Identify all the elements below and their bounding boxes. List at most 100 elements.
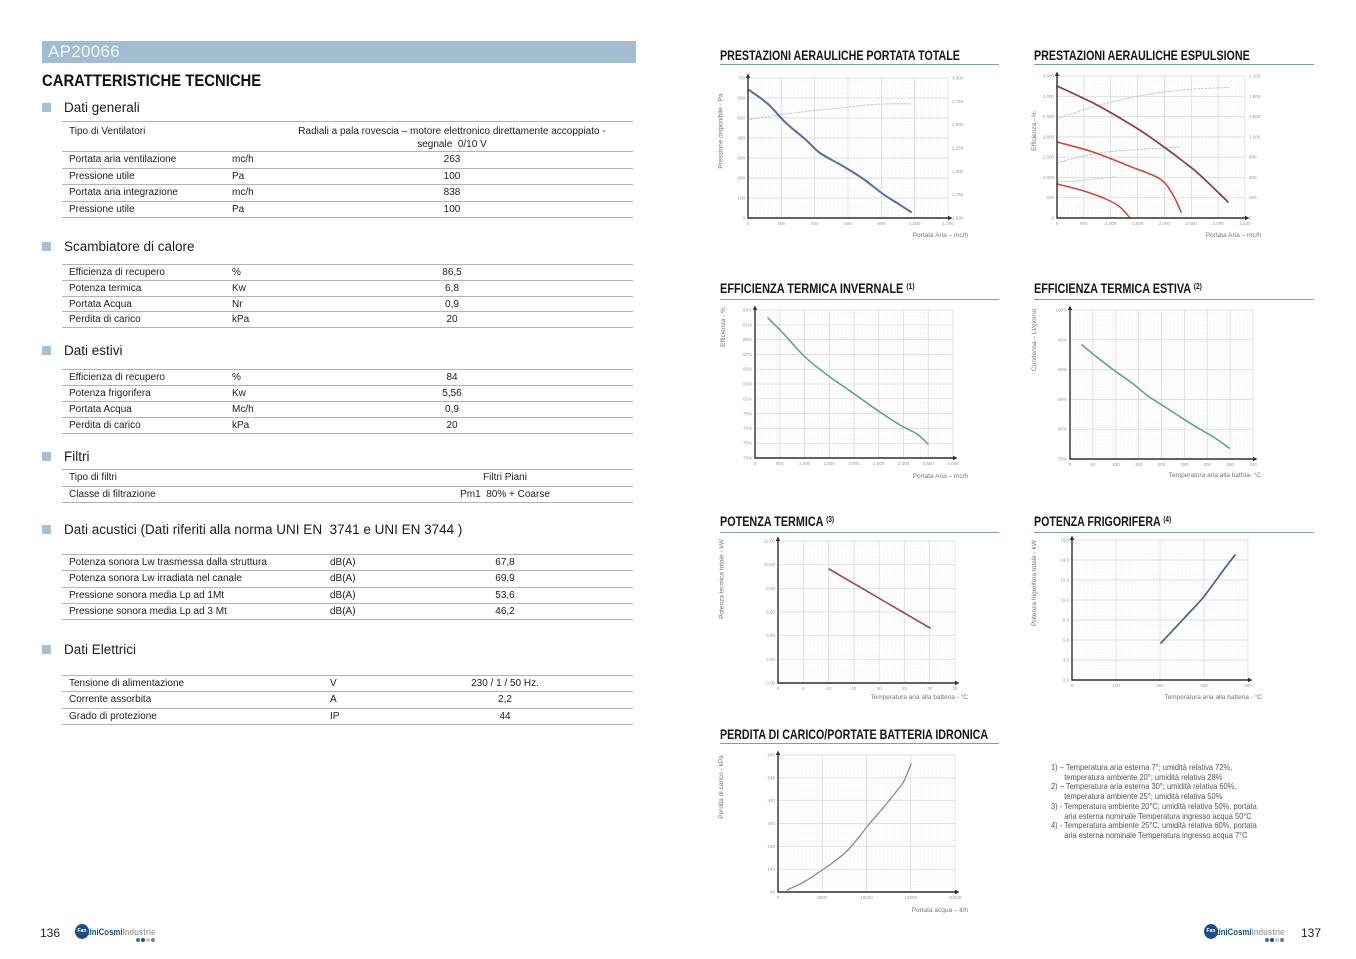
svg-text:1.000: 1.000 — [799, 461, 811, 466]
svg-text:100: 100 — [737, 196, 745, 201]
svg-text:1.000: 1.000 — [1105, 221, 1117, 226]
svg-text:800: 800 — [878, 221, 886, 226]
svg-text:80%: 80% — [1058, 427, 1067, 432]
svg-text:93%: 93% — [743, 308, 752, 313]
svg-text:85%: 85% — [1058, 397, 1067, 402]
svg-text:1.500: 1.500 — [1132, 221, 1144, 226]
svg-text:0,00: 0,00 — [766, 681, 775, 686]
svg-text:500: 500 — [776, 461, 784, 466]
svg-text:0: 0 — [742, 216, 745, 221]
svg-text:95%: 95% — [1058, 337, 1067, 342]
svg-text:3.000: 3.000 — [898, 461, 910, 466]
svg-text:12,00: 12,00 — [764, 539, 776, 544]
svg-text:400: 400 — [1244, 683, 1252, 688]
svg-text:1.500: 1.500 — [1043, 155, 1055, 160]
svg-text:1.200: 1.200 — [942, 221, 954, 226]
svg-text:0: 0 — [1069, 462, 1072, 467]
svg-text:900: 900 — [1249, 155, 1257, 160]
svg-text:140: 140 — [767, 867, 775, 872]
svg-text:2.000: 2.000 — [952, 169, 964, 174]
svg-text:Perdita di carico - kPa: Perdita di carico - kPa — [718, 755, 725, 819]
svg-text:100: 100 — [1112, 683, 1120, 688]
svg-text:40: 40 — [770, 890, 776, 895]
svg-text:90%: 90% — [1058, 367, 1067, 372]
svg-text:0: 0 — [1056, 221, 1059, 226]
svg-text:200: 200 — [737, 176, 745, 181]
svg-text:2.500: 2.500 — [952, 122, 964, 127]
svg-text:4.000: 4.000 — [947, 461, 959, 466]
svg-text:2.500: 2.500 — [873, 461, 885, 466]
svg-text:Potenza termica totale - kW: Potenza termica totale - kW — [719, 538, 726, 619]
svg-text:1.500: 1.500 — [824, 461, 836, 466]
svg-text:400: 400 — [811, 221, 819, 226]
svg-text:4,0: 4,0 — [1063, 658, 1070, 663]
svg-text:500: 500 — [737, 116, 745, 121]
svg-text:Efficienza - %: Efficienza - % — [1031, 111, 1038, 151]
svg-text:85%: 85% — [743, 367, 752, 372]
svg-text:3.500: 3.500 — [1239, 221, 1251, 226]
svg-text:600: 600 — [1249, 175, 1257, 180]
svg-text:81%: 81% — [743, 396, 752, 401]
svg-text:2.500: 2.500 — [1186, 221, 1198, 226]
svg-text:20: 20 — [877, 686, 883, 691]
svg-text:2,0: 2,0 — [1063, 678, 1070, 683]
svg-text:14,0: 14,0 — [1060, 558, 1069, 563]
svg-text:6,00: 6,00 — [766, 610, 775, 615]
svg-text:340: 340 — [767, 821, 775, 826]
svg-text:Condensa – Lt/giorno: Condensa – Lt/giorno — [1031, 309, 1038, 372]
svg-text:3.000: 3.000 — [1043, 94, 1055, 99]
svg-text:0: 0 — [777, 686, 780, 691]
svg-text:83%: 83% — [743, 382, 752, 387]
svg-text:75%: 75% — [743, 441, 752, 446]
svg-text:3.000: 3.000 — [1212, 221, 1224, 226]
svg-text:75%: 75% — [1058, 457, 1067, 462]
svg-text:Pressione disponibile - Pa: Pressione disponibile - Pa — [718, 93, 725, 169]
svg-text:10: 10 — [826, 686, 832, 691]
svg-text:15000: 15000 — [905, 895, 918, 900]
svg-text:540: 540 — [767, 775, 775, 780]
svg-text:2.500: 2.500 — [1043, 114, 1055, 119]
svg-text:0: 0 — [747, 221, 750, 226]
svg-text:240: 240 — [767, 844, 775, 849]
svg-text:0: 0 — [754, 461, 757, 466]
svg-text:12,0: 12,0 — [1060, 578, 1069, 583]
svg-text:10,00: 10,00 — [764, 562, 776, 567]
svg-text:440: 440 — [767, 798, 775, 803]
svg-text:8,00: 8,00 — [766, 586, 775, 591]
svg-text:5: 5 — [802, 686, 805, 691]
svg-text:640: 640 — [767, 753, 775, 758]
svg-text:15: 15 — [851, 686, 857, 691]
svg-text:2.750: 2.750 — [952, 99, 964, 104]
svg-text:2.250: 2.250 — [952, 146, 964, 151]
svg-text:0: 0 — [1051, 216, 1054, 221]
svg-text:100: 100 — [1112, 462, 1120, 467]
svg-text:Efficienza - %: Efficienza - % — [720, 307, 727, 347]
svg-text:400: 400 — [1249, 462, 1257, 467]
svg-text:350: 350 — [1226, 462, 1234, 467]
svg-text:1.000: 1.000 — [1043, 175, 1055, 180]
svg-text:87%: 87% — [743, 352, 752, 357]
svg-text:3.500: 3.500 — [923, 461, 935, 466]
svg-text:79%: 79% — [743, 411, 752, 416]
svg-text:73%: 73% — [743, 456, 752, 461]
svg-text:700: 700 — [737, 76, 745, 81]
svg-text:20000: 20000 — [949, 895, 962, 900]
svg-text:3.500: 3.500 — [1043, 74, 1055, 79]
svg-text:1.750: 1.750 — [952, 192, 964, 197]
svg-text:500: 500 — [1080, 221, 1088, 226]
svg-text:300: 300 — [1203, 462, 1211, 467]
svg-text:77%: 77% — [743, 426, 752, 431]
svg-text:2.000: 2.000 — [848, 461, 860, 466]
svg-text:200: 200 — [1156, 683, 1164, 688]
svg-text:400: 400 — [737, 136, 745, 141]
svg-text:600: 600 — [737, 96, 745, 101]
svg-text:500: 500 — [1046, 195, 1054, 200]
svg-text:200: 200 — [778, 221, 786, 226]
svg-text:10,0: 10,0 — [1060, 598, 1069, 603]
svg-text:1.500: 1.500 — [952, 216, 964, 221]
svg-text:100%: 100% — [1055, 308, 1067, 313]
svg-text:91%: 91% — [743, 322, 752, 327]
svg-text:50: 50 — [1090, 462, 1096, 467]
svg-text:30: 30 — [927, 686, 933, 691]
svg-text:2.100: 2.100 — [1249, 74, 1261, 79]
